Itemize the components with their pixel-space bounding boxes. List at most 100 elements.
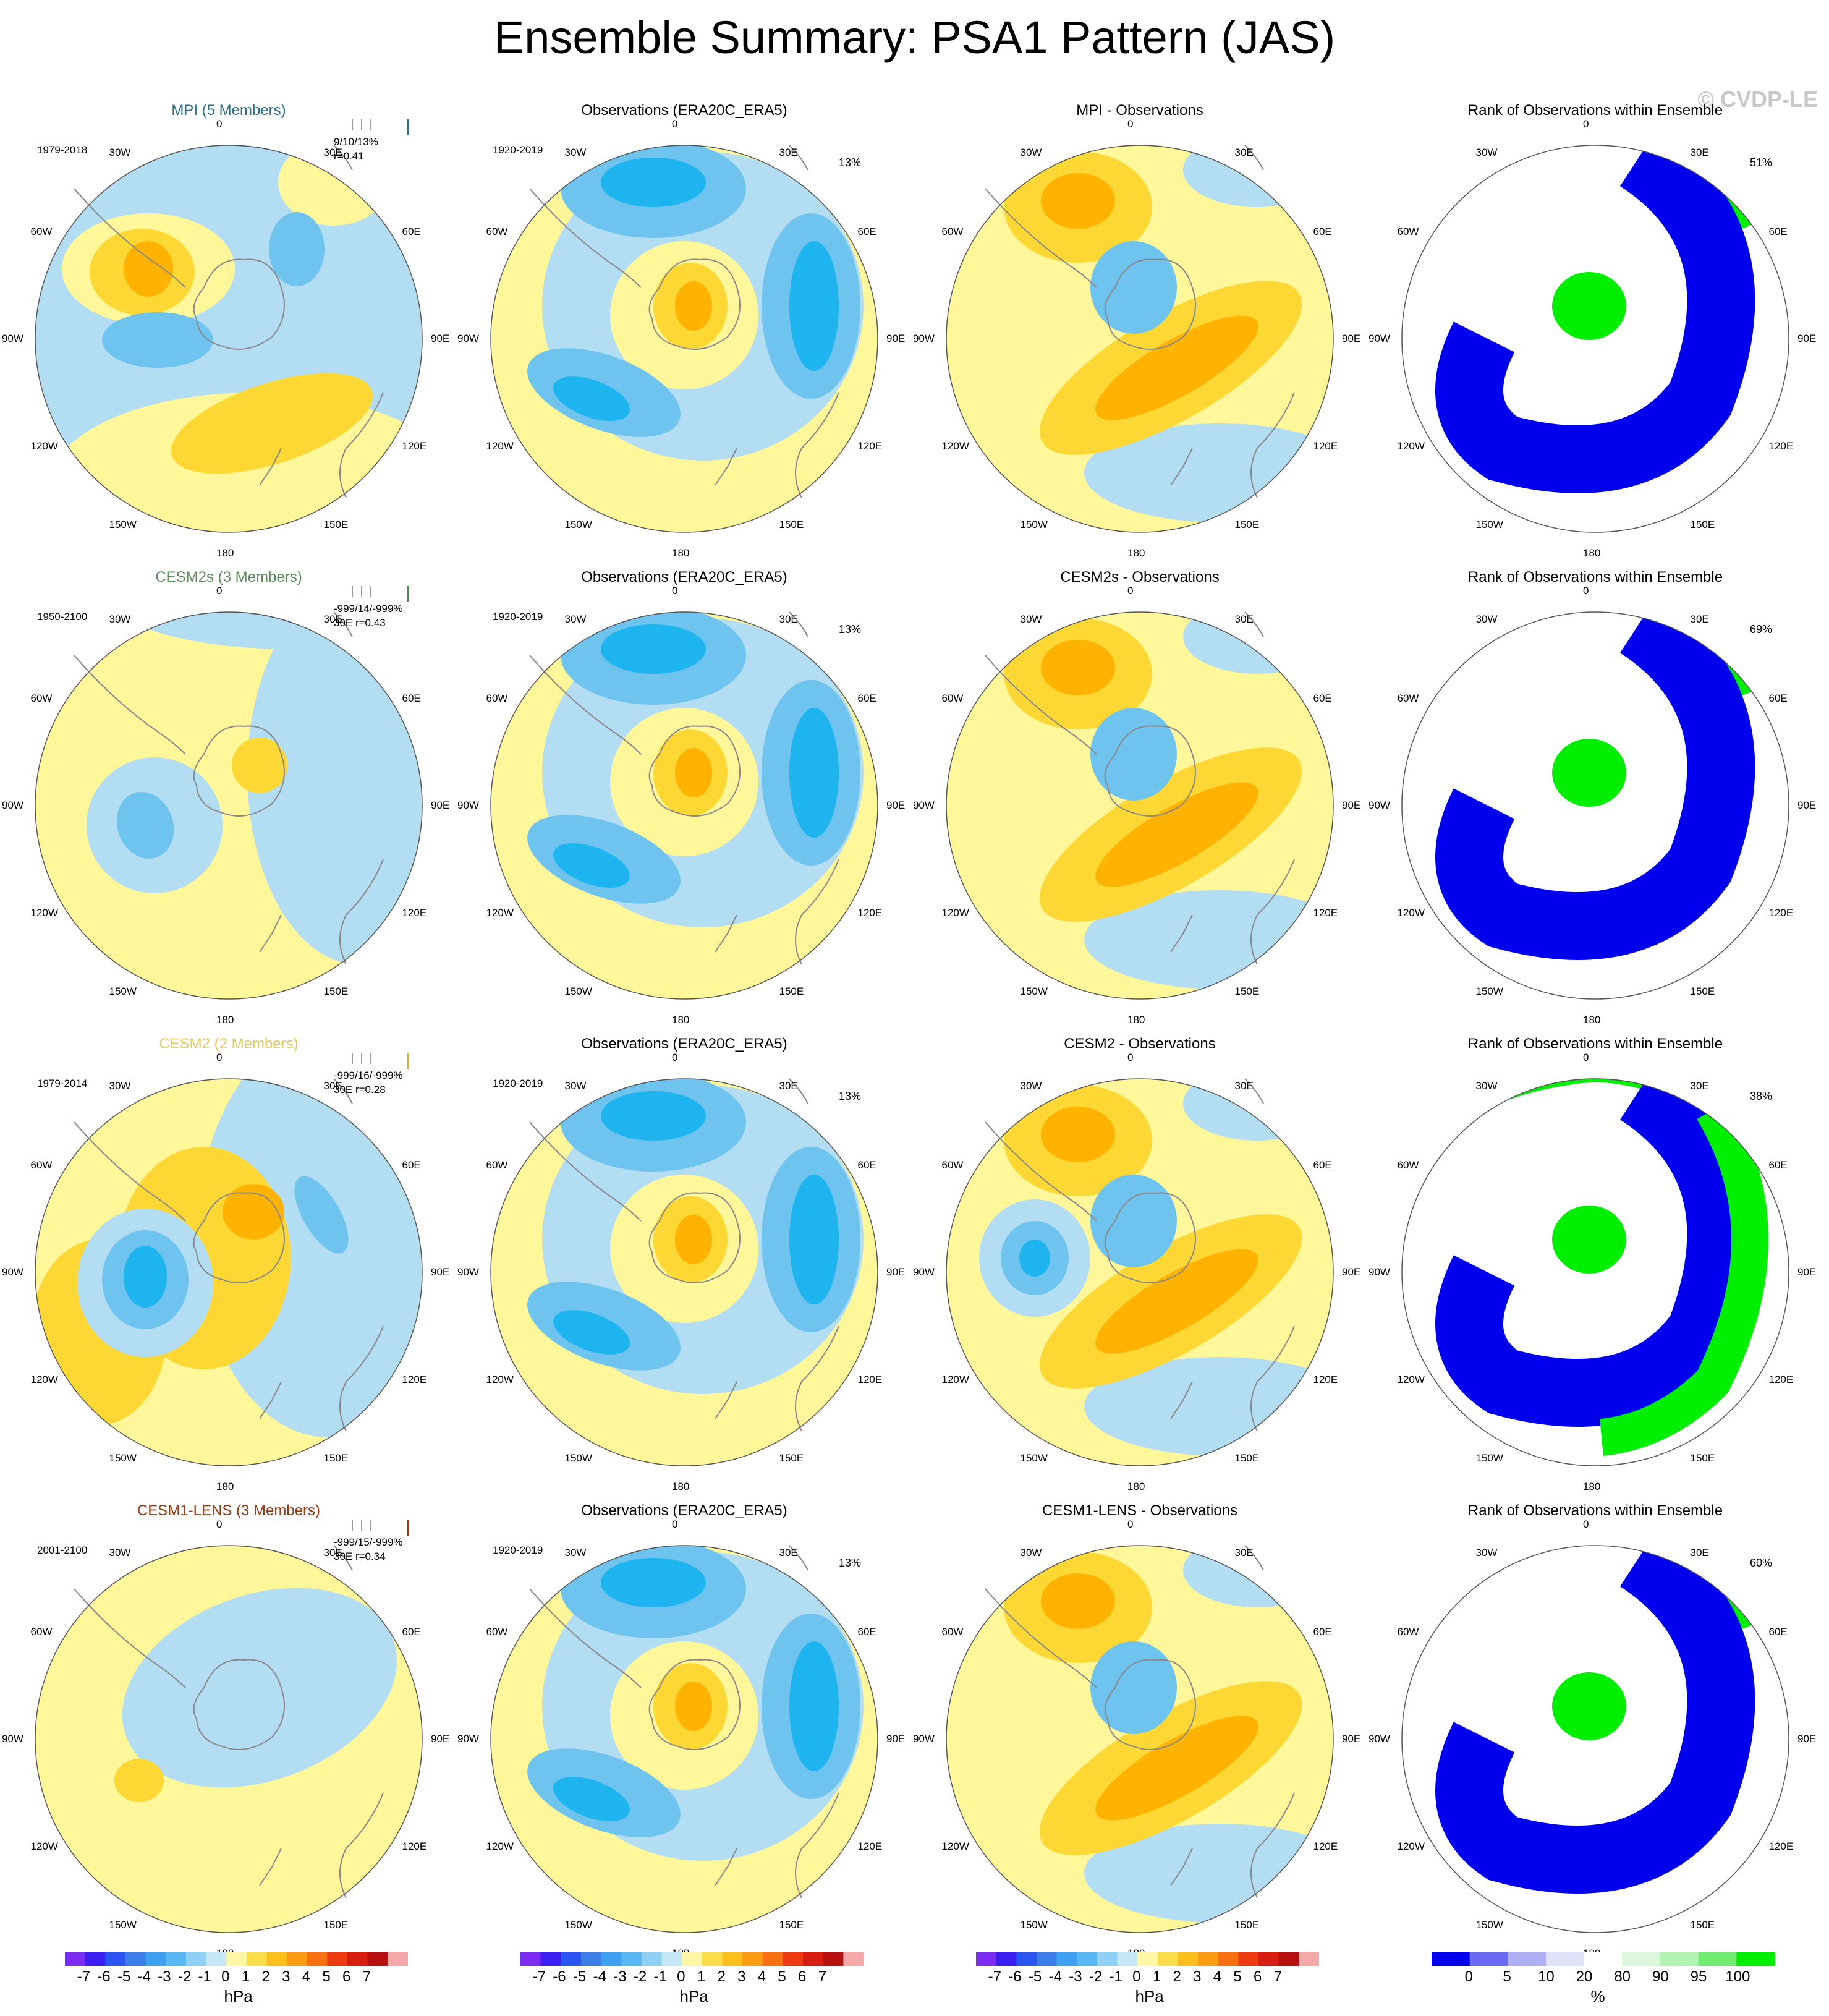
colorbar-tick: -6 (97, 1968, 111, 1985)
lon-label: 60W (30, 692, 53, 704)
lon-label: 0 (216, 585, 223, 597)
lon-label: 90W (2, 1733, 23, 1745)
colorbar-tick: 1 (697, 1968, 706, 1985)
lon-label: 90W (457, 799, 479, 811)
colorbar-box (1299, 1952, 1319, 1966)
colorbar-box (520, 1952, 541, 1966)
positive-center (223, 1184, 284, 1240)
map-border (946, 1078, 1334, 1466)
lon-label: 60W (941, 1625, 964, 1638)
colorbar-tick: -1 (1109, 1968, 1122, 1985)
lon-label: 30W (1475, 147, 1498, 159)
diff-panel: MPI - Observations 0 30E 60E 90E 120E 150E 180 1… (911, 102, 1369, 569)
lon-label: 150E (1234, 1918, 1260, 1931)
colorbar-box (580, 1952, 602, 1966)
lon-label: 30E (1234, 1547, 1254, 1559)
negative-center (553, 376, 630, 421)
map-border (490, 145, 878, 533)
lon-label: 0 (1583, 1518, 1589, 1530)
colorbar-unit: hPa (224, 1987, 253, 2005)
map-border (946, 1545, 1334, 1933)
negative-center (124, 1246, 167, 1308)
lon-label: 30W (109, 1080, 131, 1092)
positive-center (1095, 315, 1258, 420)
colorbar-tick: 1 (241, 1968, 250, 1985)
coastline (529, 145, 839, 498)
panel-title: CESM1-LENS (3 Members) (137, 1502, 321, 1519)
colorbar-tick: -4 (137, 1968, 151, 1985)
negative-center (789, 1175, 839, 1304)
negative-center (553, 1777, 630, 1821)
rank-panel: Rank of Observations within Ensemble 0 30E… (1367, 1502, 1824, 1970)
lon-label: 120W (1397, 440, 1425, 452)
lon-label: 60E (1313, 225, 1332, 237)
lon-label: 60W (1397, 692, 1419, 704)
colorbar-box (287, 1952, 308, 1966)
lon-label: 150E (1690, 518, 1715, 530)
colorbar-tick: -3 (1069, 1968, 1082, 1985)
negative-center (789, 1641, 839, 1771)
negative-center (1090, 708, 1177, 801)
lon-label: 90E (431, 799, 450, 811)
colorbar-box (561, 1952, 582, 1966)
colorbar-tick: 10 (1538, 1968, 1555, 1985)
lon-label: 30W (564, 147, 587, 159)
coastline (74, 1545, 384, 1899)
colorbar-tick: -7 (988, 1968, 1001, 1985)
lon-label: 30E (779, 1547, 798, 1559)
colorbar-tick: 5 (322, 1968, 331, 1985)
colorbar-box (996, 1952, 1017, 1966)
lon-label: 60E (1768, 225, 1788, 237)
lon-label: 120E (402, 1840, 427, 1852)
polar-map (35, 1545, 423, 1933)
colorbar-tick: 3 (282, 1968, 291, 1985)
period-label: 1920-2019 (493, 1544, 543, 1556)
colorbar-unit: hPa (679, 1987, 708, 2005)
colorbar-box (246, 1952, 267, 1966)
lon-label: 30E (779, 613, 798, 626)
lon-label: 180 (1127, 1014, 1145, 1026)
coastline (529, 1545, 839, 1899)
lon-label: 30E (323, 147, 342, 159)
percent-label: 13% (839, 623, 862, 636)
polar-map (490, 145, 878, 533)
colorbar-tick: -6 (1008, 1968, 1022, 1985)
lon-label: 60E (402, 225, 421, 237)
colorbar-box (1218, 1952, 1239, 1966)
negative-center (294, 1176, 349, 1254)
lon-label: 0 (216, 118, 223, 130)
negative-band (122, 1588, 397, 1788)
lon-label: 30W (1020, 1080, 1042, 1092)
colorbar-box (1469, 1952, 1508, 1966)
positive-center (675, 748, 712, 797)
colorbar-tick: -1 (198, 1968, 211, 1985)
lon-label: 60E (857, 225, 876, 237)
lon-label: 180 (1583, 547, 1601, 559)
coastline (74, 611, 384, 965)
lon-label: 150E (323, 518, 349, 530)
lon-label: 30W (1020, 147, 1042, 159)
diff-panel: CESM2 - Observations 0 30E 60E 90E 120E 150E 18… (911, 1036, 1369, 1503)
lon-label: 60E (1768, 692, 1788, 704)
member-spread-ticks (352, 119, 409, 135)
lon-label: 120W (941, 1840, 969, 1852)
lon-label: 90E (1797, 1733, 1817, 1745)
lon-label: 60W (1397, 1625, 1419, 1638)
map-border (1401, 145, 1789, 533)
lon-label: 120E (1768, 1840, 1794, 1852)
map-border (1401, 1545, 1789, 1933)
negative-band (1183, 145, 1331, 207)
lon-label: 30E (1690, 613, 1709, 626)
coastline (985, 1545, 1295, 1899)
rank-high-region (1552, 272, 1626, 340)
lon-label: 150W (109, 1452, 137, 1464)
lon-label: 30W (1475, 1547, 1498, 1559)
colorbar-box (1056, 1952, 1077, 1966)
colorbar-box (307, 1952, 328, 1966)
negative-center (116, 792, 174, 859)
colorbar-tick: -4 (1048, 1968, 1062, 1985)
colorbar-tick: 2 (1173, 1968, 1181, 1985)
period-label: 1920-2019 (493, 1078, 543, 1089)
colorbar-tick: 100 (1725, 1968, 1750, 1985)
lon-label: 150E (1690, 1452, 1715, 1464)
